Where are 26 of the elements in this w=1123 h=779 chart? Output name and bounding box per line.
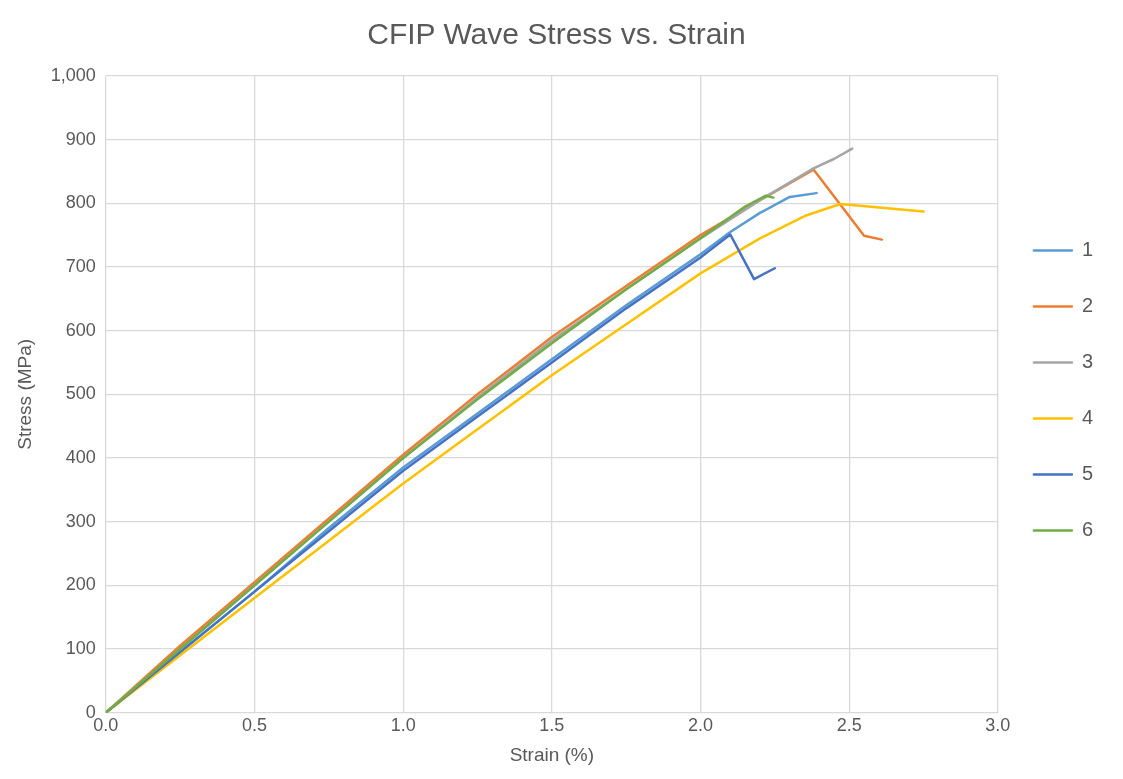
y-tick-label: 800 — [65, 192, 96, 213]
legend-label: 1 — [1081, 238, 1093, 261]
x-tick-label: 1.5 — [539, 715, 565, 736]
chart-title: CFIP Wave Stress vs. Strain — [367, 17, 746, 51]
x-tick-label: 2.0 — [688, 715, 714, 736]
y-tick-label: 200 — [65, 574, 96, 595]
y-tick-label: 700 — [65, 255, 96, 276]
y-tick-label: 1,000 — [50, 64, 96, 85]
legend-label: 4 — [1081, 406, 1093, 429]
legend-label: 2 — [1081, 294, 1093, 317]
legend-label: 3 — [1081, 350, 1093, 373]
y-axis-title: Stress (MPa) — [13, 338, 35, 450]
y-tick-label: 900 — [65, 128, 96, 149]
y-tick-label: 100 — [65, 637, 96, 658]
y-tick-label: 600 — [65, 319, 96, 340]
legend-label: 6 — [1081, 518, 1093, 541]
x-tick-label: 2.5 — [836, 715, 862, 736]
x-tick-label: 0.0 — [93, 715, 119, 736]
x-tick-label: 0.5 — [242, 715, 268, 736]
x-tick-label: 1.0 — [390, 715, 416, 736]
x-axis-title: Strain (%) — [509, 743, 595, 765]
y-tick-label: 300 — [65, 510, 96, 531]
x-tick-label: 3.0 — [985, 715, 1011, 736]
y-tick-label: 400 — [65, 446, 96, 467]
legend-label: 5 — [1081, 462, 1093, 485]
y-tick-label: 500 — [65, 383, 96, 404]
